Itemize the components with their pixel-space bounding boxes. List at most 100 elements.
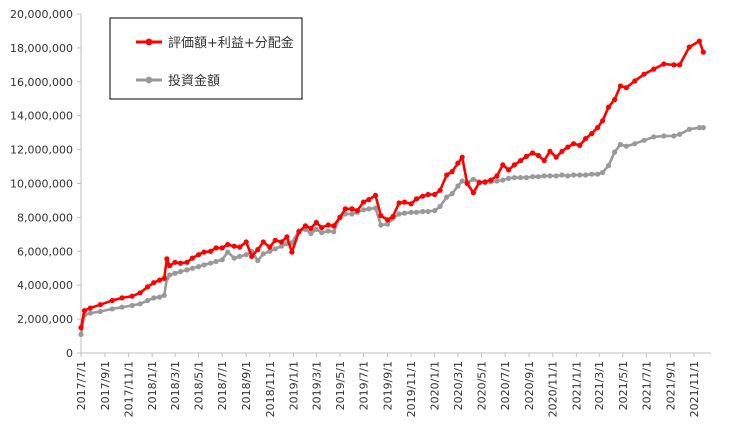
data-point xyxy=(177,260,184,266)
data-point xyxy=(641,71,647,77)
data-point xyxy=(349,211,355,217)
data-point xyxy=(686,44,692,50)
data-point xyxy=(378,213,384,219)
data-point xyxy=(267,244,273,250)
x-tick-label: 2019/3/1 xyxy=(310,361,323,410)
data-point xyxy=(565,173,571,179)
data-point xyxy=(161,275,167,281)
data-point xyxy=(219,245,225,251)
data-point xyxy=(437,187,443,193)
data-point xyxy=(623,85,629,91)
data-point xyxy=(354,208,360,214)
data-point xyxy=(325,228,331,234)
x-tick-label: 2021/3/1 xyxy=(593,361,606,410)
x-axis-tick-labels: 2017/7/1 2017/9/1 2017/11/1 2018/1/1 2018/3/… xyxy=(75,353,701,417)
data-point xyxy=(696,125,703,131)
x-tick-label: 2018/9/1 xyxy=(240,361,253,410)
x-tick-label: 2019/11/1 xyxy=(405,361,418,417)
x-tick-label: 2021/7/1 xyxy=(640,361,653,410)
legend: 評価額+利益+分配金 投資金額 xyxy=(109,17,303,100)
data-point xyxy=(432,191,438,198)
data-point xyxy=(595,171,601,177)
data-point xyxy=(413,196,420,202)
x-tick-label: 2017/9/1 xyxy=(99,361,112,410)
data-point xyxy=(686,126,692,132)
data-point xyxy=(360,199,367,205)
y-tick-label: 14,000,000 xyxy=(10,110,73,123)
series-2 xyxy=(78,125,706,337)
data-point xyxy=(553,173,559,179)
data-point xyxy=(109,297,115,304)
data-point xyxy=(129,293,135,299)
data-point xyxy=(488,177,494,183)
data-point xyxy=(623,143,629,149)
data-point xyxy=(255,258,261,264)
x-tick-label: 2020/1/1 xyxy=(429,361,442,410)
data-point xyxy=(547,173,553,179)
data-point xyxy=(225,241,231,248)
data-point xyxy=(408,201,414,207)
data-point xyxy=(553,154,559,160)
data-point xyxy=(313,219,319,226)
y-tick-label: 12,000,000 xyxy=(10,144,73,157)
data-point xyxy=(109,306,115,312)
data-point xyxy=(278,243,285,249)
data-point xyxy=(319,230,325,236)
data-point xyxy=(455,160,461,166)
data-point xyxy=(444,194,450,200)
data-point xyxy=(559,148,565,154)
data-point xyxy=(577,172,583,178)
data-point xyxy=(81,308,88,314)
data-point xyxy=(137,301,143,307)
x-tick-label: 2020/5/1 xyxy=(476,361,489,410)
data-point xyxy=(319,225,325,231)
data-point xyxy=(511,162,517,168)
data-point xyxy=(313,226,319,232)
data-point xyxy=(413,209,420,215)
data-point xyxy=(677,131,683,137)
data-point xyxy=(272,246,278,252)
x-tick-label: 2018/5/1 xyxy=(193,361,206,410)
data-point xyxy=(119,295,125,301)
data-point xyxy=(432,208,438,214)
data-point xyxy=(661,61,667,67)
data-point xyxy=(390,214,396,220)
y-tick-label: 18,000,000 xyxy=(10,42,73,55)
data-point xyxy=(696,38,703,44)
data-point xyxy=(506,175,512,181)
data-point xyxy=(617,83,624,89)
data-point xyxy=(208,260,214,266)
data-point xyxy=(189,265,195,271)
data-point xyxy=(196,252,202,258)
data-point xyxy=(420,193,426,199)
data-point xyxy=(571,141,577,147)
y-tick-label: 20,000,000 xyxy=(10,8,73,21)
data-point xyxy=(78,325,84,331)
data-point xyxy=(189,255,195,261)
data-point xyxy=(337,214,343,220)
x-tick-label: 2020/9/1 xyxy=(523,361,536,410)
y-axis-tick-labels: 0 2,000,000 4,000,000 6,000,000 8,000,000 10,… xyxy=(10,8,81,360)
data-point xyxy=(605,104,612,110)
data-point xyxy=(700,125,706,131)
data-point xyxy=(366,197,372,203)
y-tick-label: 2,000,000 xyxy=(17,313,73,326)
x-tick-label: 2019/1/1 xyxy=(287,361,300,410)
data-point xyxy=(237,244,243,250)
data-point xyxy=(437,203,443,209)
data-point xyxy=(161,292,167,298)
data-point xyxy=(172,259,178,265)
data-point xyxy=(249,253,255,259)
data-point xyxy=(641,137,647,143)
y-tick-label: 16,000,000 xyxy=(10,76,73,89)
data-point xyxy=(231,243,237,249)
data-point xyxy=(632,141,638,147)
data-point xyxy=(267,248,273,254)
x-tick-label: 2018/3/1 xyxy=(169,361,182,410)
data-point xyxy=(151,295,157,301)
data-point xyxy=(565,144,571,150)
x-tick-label: 2021/1/1 xyxy=(570,361,583,410)
y-tick-label: 0 xyxy=(66,347,73,360)
data-point xyxy=(595,125,601,131)
data-point xyxy=(184,267,190,273)
